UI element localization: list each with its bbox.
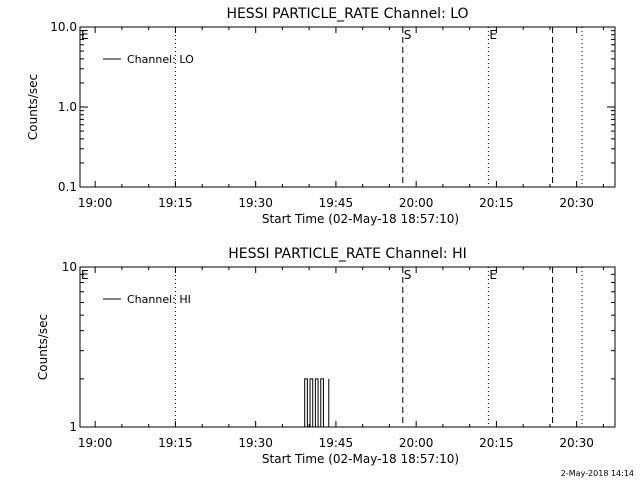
chart-title: HESSI PARTICLE_RATE Channel: LO <box>226 6 468 22</box>
y-tick-label: 1 <box>69 420 77 434</box>
x-tick-label: 19:15 <box>158 196 193 210</box>
x-tick-label: 20:15 <box>479 436 514 450</box>
y-tick-label: 1.0 <box>58 100 77 114</box>
marker-label: S <box>404 268 412 282</box>
marker-label: E <box>81 28 89 42</box>
x-tick-label: 20:30 <box>559 436 594 450</box>
marker-label: E <box>489 28 497 42</box>
x-axis-label: Start Time (02-May-18 18:57:10) <box>262 212 459 226</box>
chart-title: HESSI PARTICLE_RATE Channel: HI <box>228 246 466 262</box>
x-tick-label: 20:00 <box>399 436 434 450</box>
y-axis-label: Counts/sec <box>26 74 40 140</box>
y-tick-label: 10 <box>62 260 77 274</box>
x-tick-label: 20:00 <box>399 196 434 210</box>
x-tick-label: 20:15 <box>479 196 514 210</box>
footer-timestamp: 2-May-2018 14:14 <box>560 469 634 478</box>
plot-frame <box>79 26 616 188</box>
y-tick-label: 10.0 <box>50 20 77 34</box>
y-tick-label: 0.1 <box>58 180 77 194</box>
x-tick-label: 19:15 <box>158 436 193 450</box>
x-axis-label: Start Time (02-May-18 18:57:10) <box>262 452 459 466</box>
series-line <box>302 378 330 428</box>
x-tick-label: 19:00 <box>78 196 113 210</box>
x-tick-label: 19:45 <box>319 436 354 450</box>
x-tick-label: 20:30 <box>559 196 594 210</box>
x-tick-label: 19:30 <box>238 436 273 450</box>
x-tick-label: 19:30 <box>238 196 273 210</box>
marker-label: E <box>81 268 89 282</box>
x-tick-label: 19:45 <box>319 196 354 210</box>
legend-label: Channel: LO <box>127 53 194 66</box>
legend-label: Channel: HI <box>127 293 191 306</box>
y-axis-label: Counts/sec <box>36 314 50 380</box>
marker-label: S <box>404 28 412 42</box>
marker-label: E <box>489 268 497 282</box>
x-tick-label: 19:00 <box>78 436 113 450</box>
plot-frame <box>79 266 616 428</box>
